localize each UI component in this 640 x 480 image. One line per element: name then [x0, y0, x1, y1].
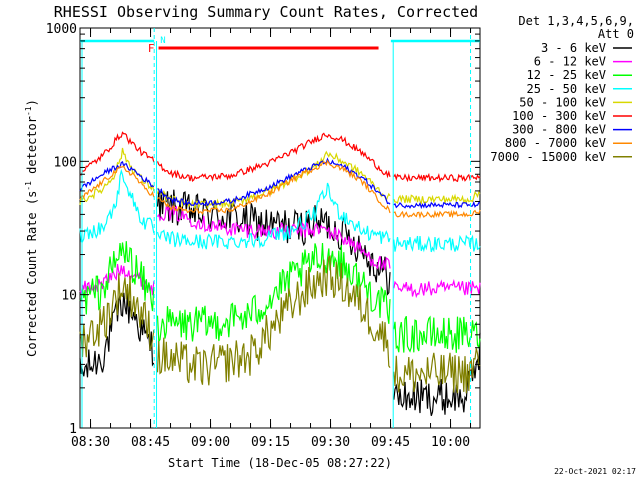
series-line-8	[79, 255, 481, 394]
legend-label-3: 25 - 50 keV	[527, 82, 606, 96]
x-tick-label-2: 09:00	[191, 435, 230, 450]
night-label-0: N	[160, 36, 165, 46]
x-axis-label: Start Time (18-Dec-05 08:27:22)	[168, 456, 392, 470]
marker-layer: NF	[80, 28, 480, 428]
legend-label-8: 7000 - 15000 keV	[490, 150, 606, 164]
legend-label-1: 6 - 12 keV	[534, 55, 606, 69]
series-line-2	[79, 241, 481, 353]
series-layer	[79, 131, 481, 416]
x-tick-label-4: 09:30	[311, 435, 350, 450]
x-tick-label-3: 09:15	[251, 435, 290, 450]
tick-layer: 1 10 100 1000 08:30 08:45 09:00 09:15 09:30 09:45…	[46, 22, 480, 450]
legend-label-4: 50 - 100 keV	[519, 95, 606, 109]
y-tick-label-2: 100	[54, 155, 77, 170]
x-tick-label-6: 10:00	[431, 435, 470, 450]
flare-label-0: F	[148, 42, 155, 55]
legend-header-line-1: Det 1,3,4,5,6,9,	[518, 14, 634, 28]
plot-frame	[79, 27, 481, 429]
chart-title: RHESSI Observing Summary Count Rates, Co…	[54, 3, 478, 21]
legend-label-5: 100 - 300 keV	[512, 109, 606, 123]
legend-label-2: 12 - 25 keV	[527, 68, 606, 82]
x-tick-label-1: 08:45	[131, 435, 170, 450]
y-tick-label-0: 1	[69, 422, 77, 437]
y-tick-label-1: 10	[61, 289, 77, 304]
legend-label-6: 300 - 800 keV	[512, 123, 606, 137]
legend-label-7: 800 - 7000 keV	[505, 136, 606, 150]
y-axis-label: Corrected Count Rate (s-1 detector-1)	[24, 99, 39, 357]
x-tick-label-5: 09:45	[371, 435, 410, 450]
series-line-3	[79, 168, 481, 253]
legend-label-0: 3 - 6 keV	[541, 41, 606, 55]
series-line-1	[79, 205, 481, 299]
footer-timestamp: 22-Oct-2021 02:17	[554, 467, 636, 476]
x-tick-label-0: 08:30	[71, 435, 110, 450]
y-tick-label-3: 1000	[46, 22, 77, 37]
series-line-7	[79, 159, 481, 220]
series-line-0	[79, 188, 481, 416]
legend-header-line-2: Att 0	[598, 27, 634, 41]
series-line-5	[79, 131, 481, 183]
plot-area: NF 1 10 100 1000 08:30 08:45 09:00 09:15 09:30 09…	[46, 22, 481, 450]
